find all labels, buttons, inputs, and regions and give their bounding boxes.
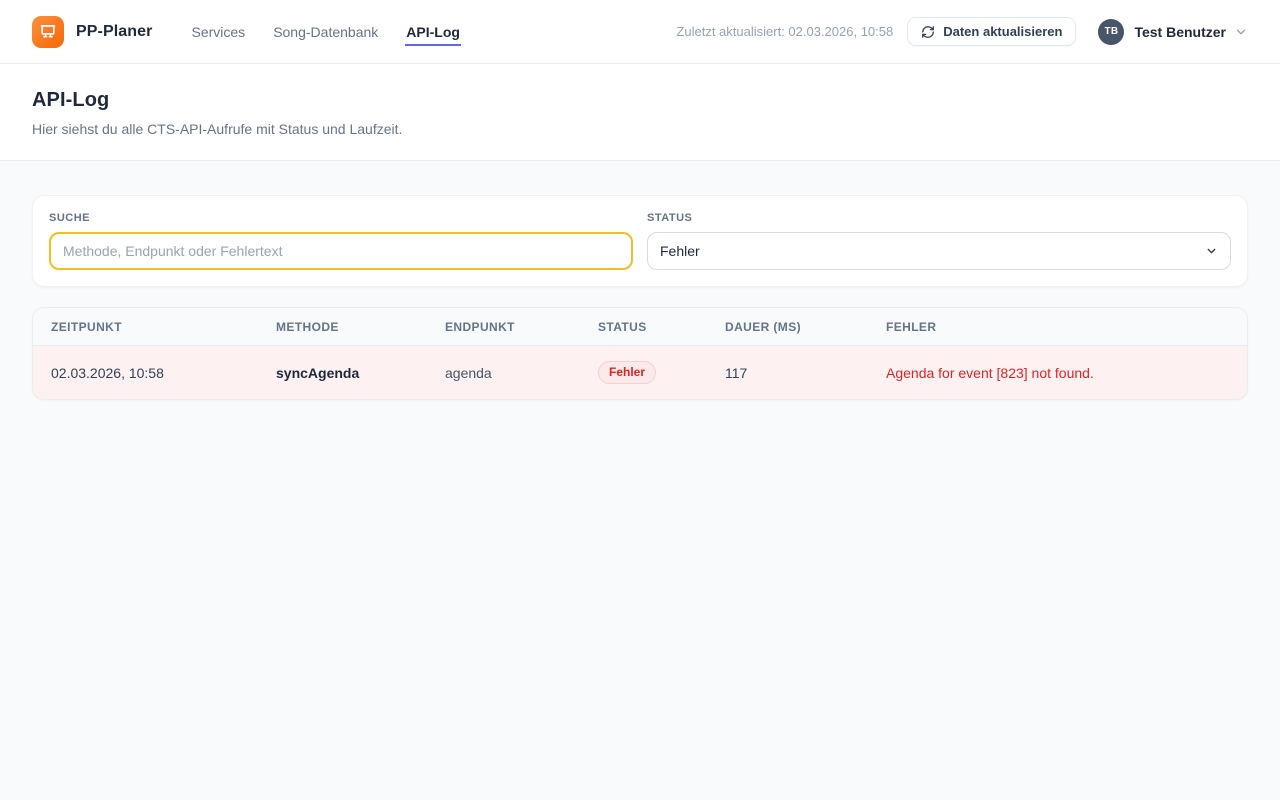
column-header-fehler: FEHLER: [868, 308, 1247, 346]
refresh-icon: [921, 25, 935, 39]
column-header-status: STATUS: [580, 308, 707, 346]
nav-item-api-log[interactable]: API-Log: [405, 18, 461, 46]
filter-card: SUCHE STATUS Fehler: [32, 195, 1248, 287]
column-header-methode: METHODE: [258, 308, 427, 346]
column-header-endpunkt: ENDPUNKT: [427, 308, 580, 346]
last-updated-text: Zuletzt aktualisiert: 02.03.2026, 10:58: [676, 24, 894, 39]
refresh-button-label: Daten aktualisieren: [943, 24, 1063, 39]
cell-methode: syncAgenda: [276, 364, 360, 381]
cell-fehler: Agenda for event [823] not found.: [886, 364, 1094, 381]
search-input[interactable]: [49, 232, 633, 270]
refresh-data-button[interactable]: Daten aktualisieren: [907, 17, 1077, 46]
api-log-table: ZEITPUNKT METHODE ENDPUNKT STATUS DAUER …: [33, 308, 1247, 400]
cell-status: Fehler: [580, 346, 707, 400]
cell-zeitpunkt: 02.03.2026, 10:58: [51, 364, 164, 381]
search-field-group: SUCHE: [49, 212, 633, 270]
status-field-group: STATUS Fehler: [647, 212, 1231, 270]
avatar: TB: [1098, 18, 1125, 45]
topbar: PP-Planer Services Song-Datenbank API-Lo…: [0, 0, 1280, 64]
table-header: ZEITPUNKT METHODE ENDPUNKT STATUS DAUER …: [33, 308, 1247, 346]
cell-dauer: 117: [725, 364, 748, 381]
main-nav: Services Song-Datenbank API-Log: [191, 0, 461, 63]
column-header-dauer: DAUER (MS): [707, 308, 868, 346]
status-select[interactable]: Fehler: [647, 232, 1231, 270]
status-badge: Fehler: [598, 361, 657, 385]
brand-name: PP-Planer: [76, 22, 153, 40]
user-name: Test Benutzer: [1134, 23, 1226, 40]
nav-item-song-datenbank[interactable]: Song-Datenbank: [273, 23, 379, 40]
page-header: API-Log Hier siehst du alle CTS-API-Aufr…: [0, 64, 1280, 161]
app-logo: [32, 15, 64, 48]
table-row[interactable]: 02.03.2026, 10:58 syncAgenda agenda Fehl…: [33, 345, 1247, 400]
status-select-wrap: Fehler: [647, 232, 1231, 270]
nav-item-services[interactable]: Services: [191, 23, 246, 40]
api-log-table-card: ZEITPUNKT METHODE ENDPUNKT STATUS DAUER …: [32, 307, 1248, 401]
user-menu[interactable]: TB Test Benutzer: [1098, 18, 1248, 45]
status-label: STATUS: [647, 212, 693, 224]
presentation-board-icon: [38, 22, 58, 42]
page-title: API-Log: [32, 89, 110, 111]
topbar-right: Zuletzt aktualisiert: 02.03.2026, 10:58 …: [676, 17, 1248, 46]
column-header-zeitpunkt: ZEITPUNKT: [33, 308, 258, 346]
main-content: SUCHE STATUS Fehler ZEITPUNKT: [0, 161, 1280, 401]
search-label: SUCHE: [49, 212, 91, 224]
cell-endpunkt: agenda: [445, 364, 492, 381]
page-subtitle: Hier siehst du alle CTS-API-Aufrufe mit …: [32, 121, 403, 137]
chevron-down-icon: [1234, 25, 1248, 39]
